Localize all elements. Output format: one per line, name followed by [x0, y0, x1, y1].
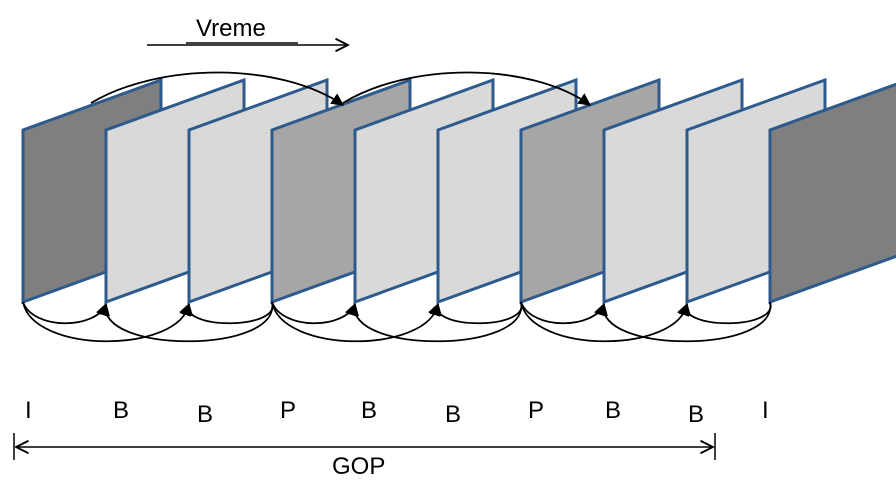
arc-backward-long-12 [595, 301, 771, 343]
arc-backward-long-8 [346, 301, 522, 343]
arc-forward-short-5 [271, 301, 357, 325]
frame-type-label-2: B [113, 397, 129, 424]
frame-type-label-4: P [280, 397, 296, 424]
forward-prediction-arcs [90, 71, 592, 106]
gop-label: GOP [332, 453, 386, 480]
frame-type-label-9: B [688, 401, 704, 428]
arc-p-to-p [342, 71, 592, 106]
arc-backward-long-4 [97, 301, 273, 343]
frame-type-label-5: B [361, 397, 377, 424]
frames-group [21, 77, 896, 305]
arc-forward-long-6 [271, 301, 442, 343]
frame-type-label-6: B [445, 401, 461, 428]
arc-forward-short-1 [22, 301, 108, 325]
bidirectional-prediction-arcs [22, 301, 772, 343]
arc-backward-short-11 [677, 301, 772, 325]
arc-i-to-p [90, 71, 345, 106]
arc-forward-long-10 [520, 301, 691, 343]
frame-type-label-1: I [25, 397, 32, 424]
arc-forward-long-2 [22, 301, 193, 343]
frame-i-10 [768, 82, 896, 305]
arc-backward-short-7 [428, 301, 523, 325]
frame-type-label-10: I [762, 397, 769, 424]
frame-type-label-3: B [197, 401, 213, 428]
arc-forward-short-9 [520, 301, 606, 325]
frame-type-label-8: B [605, 397, 621, 424]
time-label: Vreme [196, 15, 266, 42]
frame-type-label-7: P [528, 397, 544, 424]
arc-backward-short-3 [179, 301, 274, 325]
